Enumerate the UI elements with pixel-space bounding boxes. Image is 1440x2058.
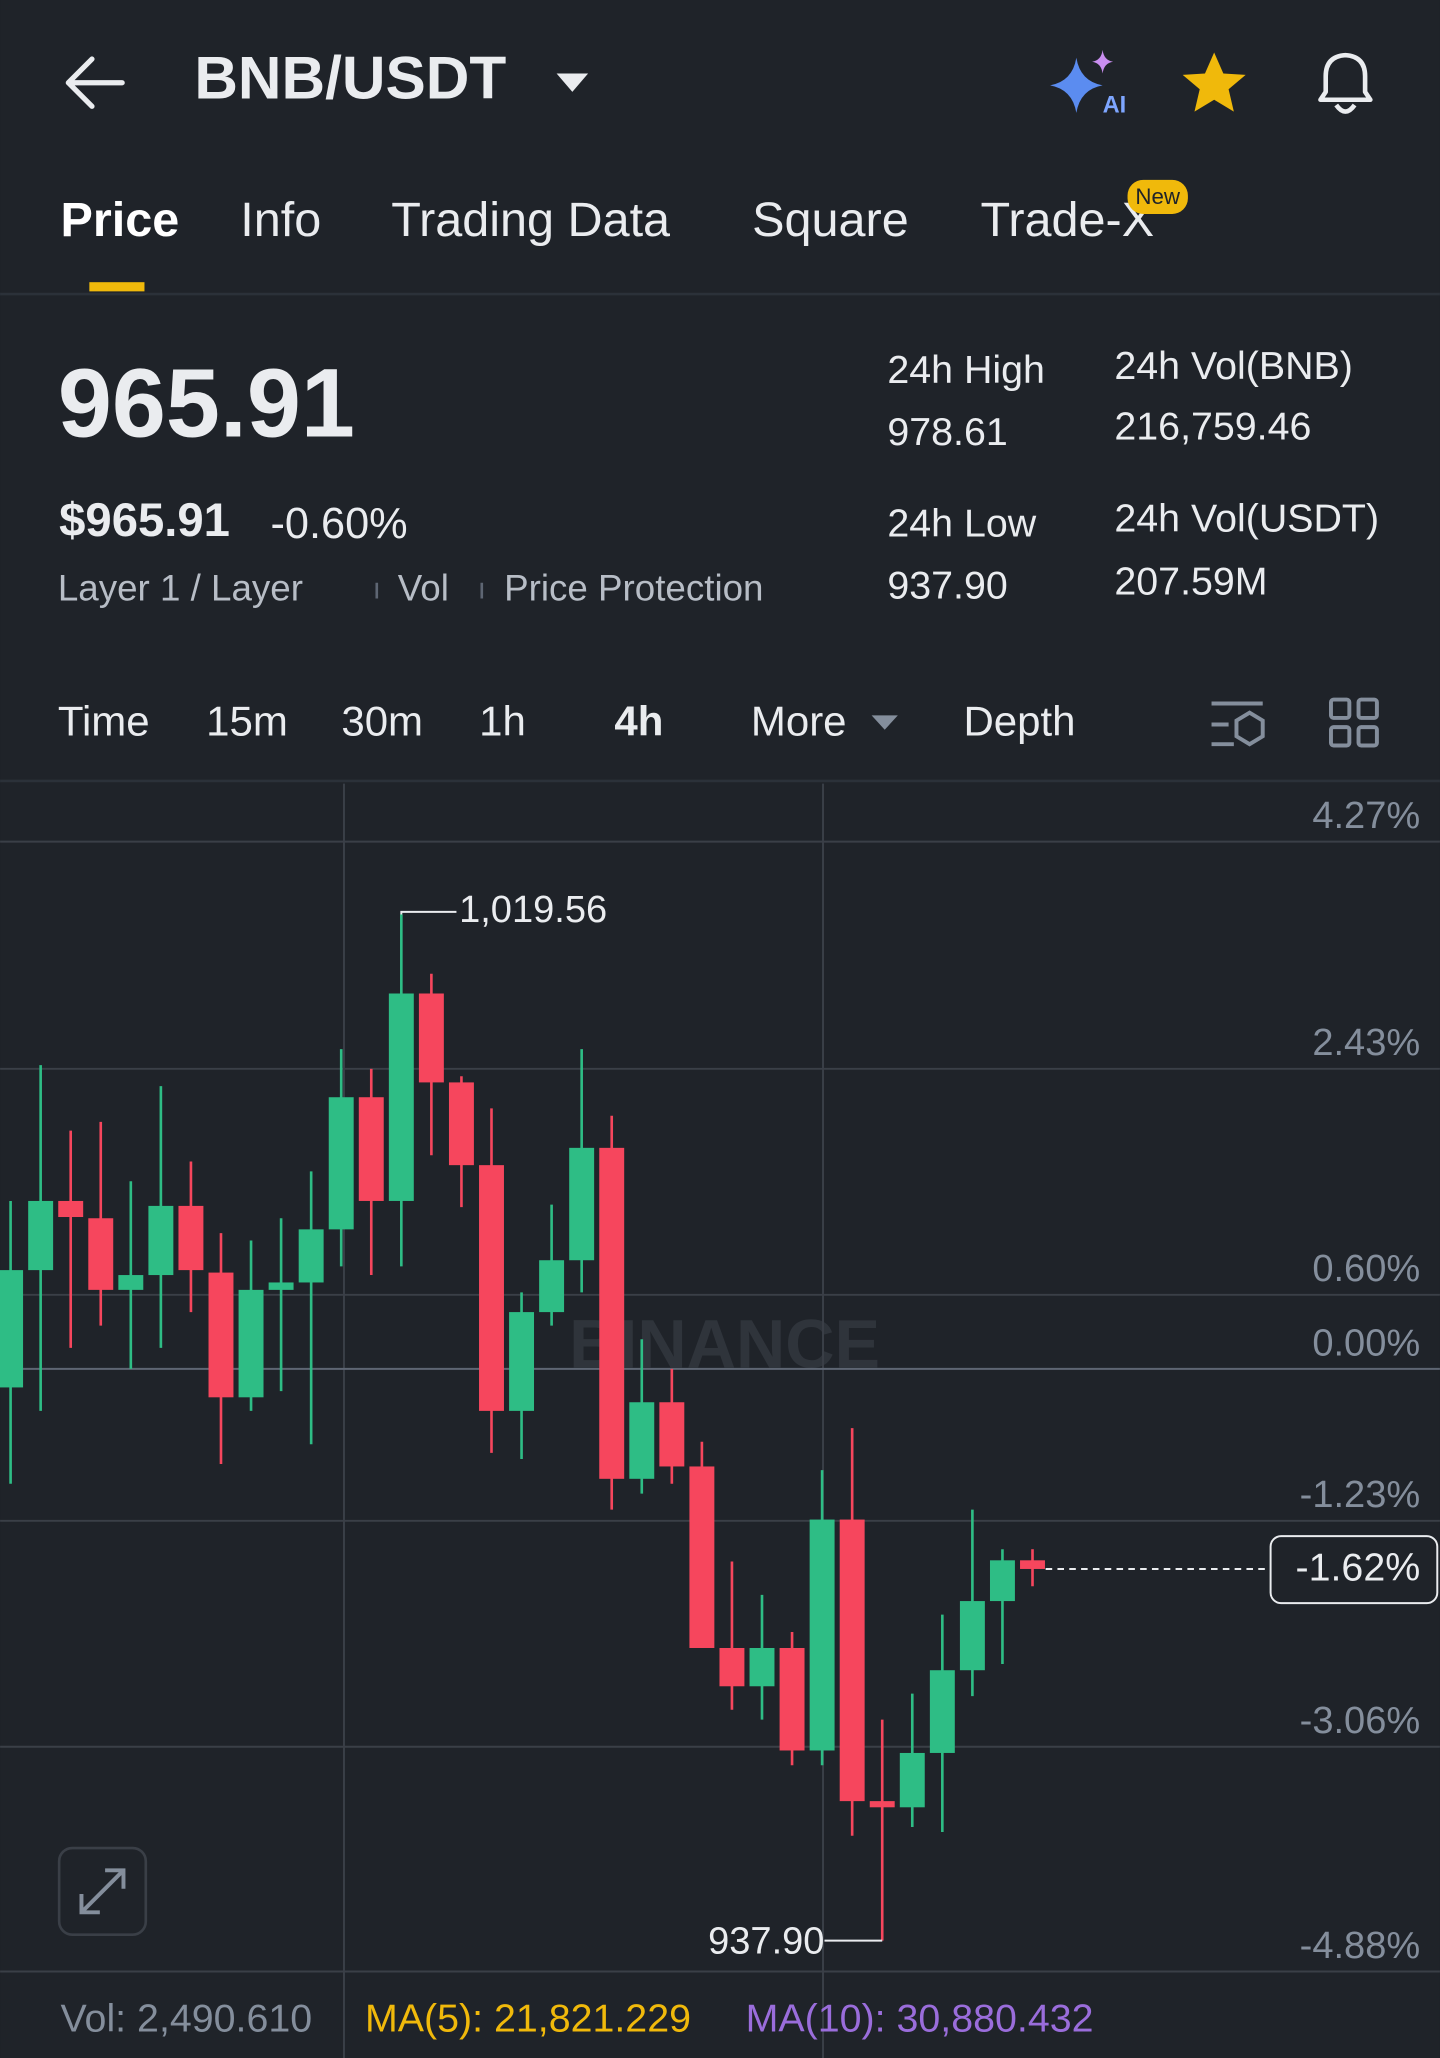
- ma5-readout: MA(5): 21,821.229: [365, 1997, 691, 2041]
- stat-label: 24h Vol(BNB): [1114, 344, 1352, 388]
- tag[interactable]: Layer 1 / Layer: [58, 567, 303, 608]
- favorite-star[interactable]: [1182, 52, 1246, 112]
- candle-body: [899, 1752, 925, 1808]
- interval-tab[interactable]: Depth: [963, 698, 1075, 745]
- candle-body: [148, 1205, 174, 1276]
- layout-toggle[interactable]: [1329, 697, 1379, 748]
- y-tick-label: 4.27%: [1312, 795, 1420, 837]
- candle-body: [599, 1147, 625, 1479]
- candle-body: [749, 1647, 775, 1687]
- stat-label: 24h High: [887, 348, 1045, 392]
- candlestick-chart: 4.27% 2.43% 0.60% 0.00% -1.23% -3.06% -4.88% 1,…: [0, 795, 1440, 1973]
- ai-button[interactable]: AI: [1050, 49, 1127, 119]
- active-tab-indicator: [89, 282, 145, 292]
- candle-body: [358, 1097, 384, 1201]
- interval-tab[interactable]: 15m: [206, 698, 288, 745]
- candle-body: [629, 1402, 655, 1479]
- candle-body: [58, 1200, 84, 1218]
- candle-body: [178, 1205, 204, 1271]
- interval-tab[interactable]: 4h: [614, 698, 663, 745]
- tab[interactable]: Info: [240, 193, 321, 247]
- tab-bar: Price Info Trading Data Square Trade-X: [60, 193, 1154, 247]
- candle-body: [1020, 1560, 1045, 1569]
- stat-label: 24h Vol(USDT): [1114, 496, 1379, 540]
- fullscreen-button[interactable]: [57, 1846, 148, 1936]
- candle-body: [779, 1647, 805, 1751]
- candle-body: [509, 1312, 535, 1411]
- current-price-label: -1.62%: [1296, 1546, 1421, 1590]
- y-tick-label: -3.06%: [1300, 1700, 1421, 1742]
- interval-tab[interactable]: More: [751, 698, 847, 745]
- new-badge: [1127, 179, 1188, 214]
- tab[interactable]: Trading Data: [391, 193, 670, 247]
- tag[interactable]: Vol: [398, 567, 449, 608]
- y-tick-label: -1.23%: [1300, 1474, 1421, 1516]
- candle-body: [418, 993, 444, 1083]
- usd-price: $965.91: [59, 494, 230, 547]
- candle-body: [719, 1647, 745, 1687]
- candle-body: [118, 1275, 144, 1290]
- ai-icon-text: AI: [1103, 93, 1127, 119]
- notification-bell[interactable]: [1318, 52, 1373, 114]
- interval-tab[interactable]: 30m: [341, 698, 423, 745]
- low-annotation: 937.90: [708, 1920, 824, 1962]
- tag[interactable]: Price Protection: [504, 567, 763, 608]
- interval-tab[interactable]: Time: [58, 698, 150, 745]
- tab[interactable]: Square: [752, 193, 909, 247]
- high-annotation: 1,019.56: [459, 889, 607, 931]
- volume-readout: Vol: 2,490.610: [60, 1997, 312, 2041]
- stat-value: 216,759.46: [1114, 405, 1311, 449]
- fullscreen-icon: [79, 1868, 126, 1915]
- candle-body: [689, 1466, 715, 1648]
- y-tick-label: 0.60%: [1312, 1248, 1420, 1290]
- candle-body: [268, 1282, 294, 1290]
- candle-body: [328, 1097, 354, 1230]
- tab[interactable]: Trade-X: [981, 193, 1155, 247]
- indicator-settings[interactable]: [1211, 701, 1265, 747]
- interval-tab[interactable]: 1h: [479, 698, 526, 745]
- stat-value: 978.61: [887, 410, 1007, 454]
- stat-value: 937.90: [887, 563, 1007, 607]
- ma10-readout: MA(10): 30,880.432: [746, 1997, 1094, 2041]
- price-change: -0.60%: [270, 500, 407, 548]
- annotation-leader: [400, 910, 457, 915]
- candle-body: [0, 1270, 24, 1388]
- candle-body: [539, 1260, 565, 1313]
- candle-body: [659, 1402, 685, 1467]
- candle-body: [88, 1218, 114, 1290]
- candle-body: [989, 1560, 1015, 1602]
- stat-value: 207.59M: [1114, 559, 1267, 603]
- pair-title[interactable]: BNB/USDT: [194, 44, 506, 112]
- candle-body: [869, 1801, 895, 1808]
- candle-body: [839, 1519, 865, 1802]
- y-tick-label: 0.00%: [1312, 1322, 1420, 1364]
- y-tick-label: 2.43%: [1312, 1022, 1420, 1064]
- y-tick-label: -4.88%: [1300, 1925, 1421, 1967]
- candle-body: [238, 1289, 264, 1398]
- stat-label: 24h Low: [887, 502, 1036, 546]
- tab[interactable]: Price: [60, 193, 179, 247]
- back-button[interactable]: [65, 56, 125, 109]
- candle-body: [809, 1519, 835, 1751]
- candle-body: [28, 1200, 54, 1271]
- candle-body: [208, 1272, 234, 1398]
- new-badge-text: New: [1135, 184, 1181, 209]
- interval-bar: Time 15m 30m 1h 4h More Depth: [58, 698, 1076, 745]
- candle-body: [959, 1601, 985, 1671]
- pair-dropdown[interactable]: [556, 73, 589, 92]
- candle-body: [929, 1670, 955, 1753]
- candle-body: [388, 993, 414, 1201]
- current-price-tag: [1269, 1535, 1439, 1605]
- candle-body: [448, 1082, 474, 1166]
- more-dropdown[interactable]: [871, 715, 898, 730]
- candle-body: [298, 1229, 324, 1283]
- candle-body: [479, 1165, 504, 1411]
- last-price: 965.91: [58, 348, 355, 457]
- candle-body: [569, 1147, 595, 1261]
